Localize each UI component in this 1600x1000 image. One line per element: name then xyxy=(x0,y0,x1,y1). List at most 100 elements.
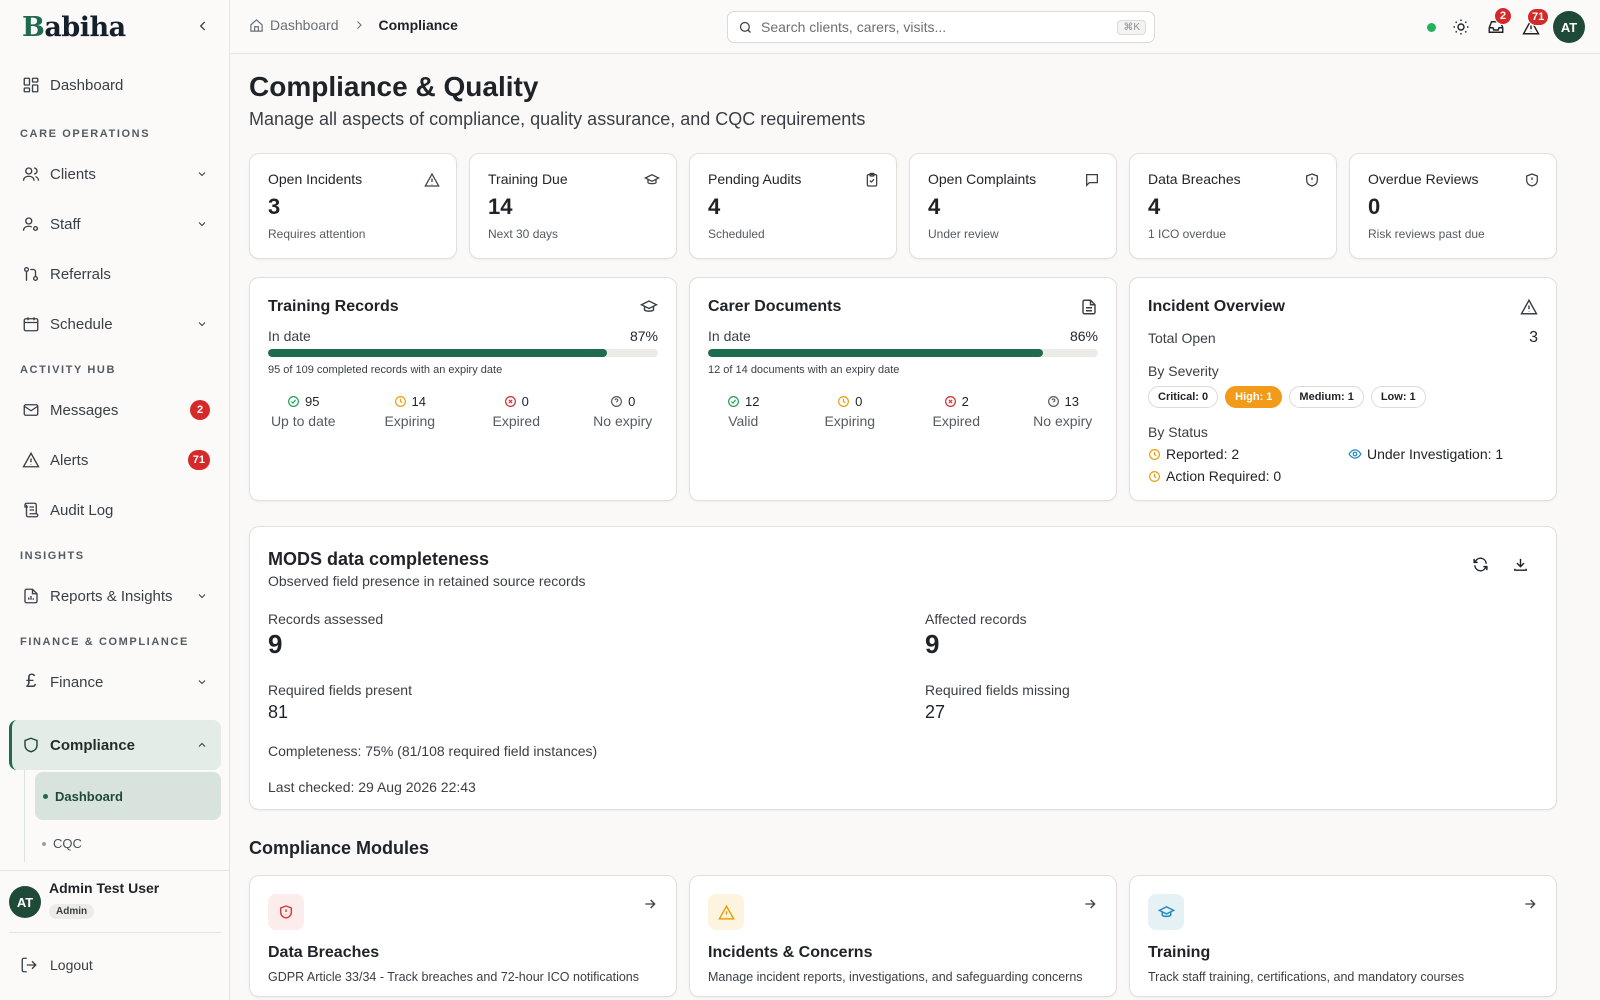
severity-chip-high[interactable]: High: 1 xyxy=(1225,386,1283,408)
module-card-incidents[interactable]: Incidents & Concerns Manage incident rep… xyxy=(689,875,1117,997)
home-icon xyxy=(249,18,264,33)
section-label-activity: ACTIVITY HUB xyxy=(20,364,117,376)
file-text-icon xyxy=(1080,298,1098,316)
warning-icon xyxy=(1520,298,1538,316)
sidebar-item-reports[interactable]: Reports & Insights xyxy=(20,578,216,614)
brand-logo[interactable]: Babiha xyxy=(22,12,126,43)
module-card-data-breaches[interactable]: Data Breaches GDPR Article 33/34 - Track… xyxy=(249,875,677,997)
sidebar-item-label: Compliance xyxy=(50,736,136,754)
stat-card-open-complaints[interactable]: Open Complaints 4 Under review xyxy=(909,153,1117,259)
check-circle-icon xyxy=(727,395,740,408)
user-name: Admin Test User xyxy=(49,880,160,896)
sidebar-item-finance[interactable]: £ Finance xyxy=(20,664,216,700)
sidebar-item-dashboard[interactable]: Dashboard xyxy=(20,67,216,103)
top-header: Dashboard Compliance Search clients, car… xyxy=(231,0,1600,54)
module-icon-box xyxy=(268,894,304,930)
messages-button[interactable] xyxy=(1485,16,1507,38)
records-assessed-value: 9 xyxy=(268,629,283,659)
sidebar-item-referrals[interactable]: Referrals xyxy=(20,256,216,292)
arrow-right-icon xyxy=(1082,896,1098,912)
global-search[interactable]: Search clients, carers, visits... ⌘K xyxy=(727,11,1155,43)
alerts-button[interactable] xyxy=(1520,16,1542,38)
severity-chip-critical[interactable]: Critical: 0 xyxy=(1148,386,1219,408)
sidebar-item-staff[interactable]: Staff xyxy=(20,206,216,242)
card-subtitle: Observed field presence in retained sour… xyxy=(268,573,586,589)
severity-chip-low[interactable]: Low: 1 xyxy=(1370,386,1426,408)
stat-count: 2 xyxy=(961,393,969,409)
module-title: Data Breaches xyxy=(268,944,380,961)
fields-present-label: Required fields present xyxy=(268,682,412,698)
total-open-label: Total Open xyxy=(1148,330,1216,346)
scroll-text-icon xyxy=(20,499,42,521)
sidebar-item-audit-log[interactable]: Audit Log xyxy=(20,492,216,528)
user-avatar[interactable]: AT xyxy=(9,886,41,918)
stat-title: Training Due xyxy=(488,171,568,187)
stat-label: Up to date xyxy=(270,413,336,429)
messages-count-badge: 2 xyxy=(190,400,210,420)
sidebar-item-compliance[interactable]: Compliance xyxy=(20,727,216,763)
sidebar-item-alerts[interactable]: Alerts 71 xyxy=(20,442,216,478)
stat-value: 0 xyxy=(1368,194,1381,219)
x-circle-icon xyxy=(944,395,957,408)
stat-value: 4 xyxy=(1148,194,1161,219)
breadcrumb-current: Compliance xyxy=(378,17,458,33)
progress-bar-fill xyxy=(268,349,608,357)
arrow-right-icon xyxy=(1522,896,1538,912)
sidebar-item-messages[interactable]: Messages 2 xyxy=(20,392,216,428)
severity-chip-medium[interactable]: Medium: 1 xyxy=(1289,386,1364,408)
stat-card-training-due[interactable]: Training Due 14 Next 30 days xyxy=(469,153,677,259)
users-icon xyxy=(20,163,42,185)
stat-card-overdue-reviews[interactable]: Overdue Reviews 0 Risk reviews past due xyxy=(1349,153,1557,259)
status-breakdown: 12 Valid 0 Expiring 2 Expired 13 No expi… xyxy=(690,392,1116,429)
theme-toggle-button[interactable] xyxy=(1450,16,1472,38)
divider xyxy=(0,870,230,871)
stat-no-expiry: 13 No expiry xyxy=(1010,392,1117,430)
refresh-button[interactable] xyxy=(1469,553,1491,575)
page-subtitle: Manage all aspects of compliance, qualit… xyxy=(249,109,866,129)
stat-card-data-breaches[interactable]: Data Breaches 4 1 ICO overdue xyxy=(1129,153,1337,259)
alerts-count-badge: 71 xyxy=(187,450,210,470)
module-description: GDPR Article 33/34 - Track breaches and … xyxy=(268,970,640,984)
sidebar-item-schedule[interactable]: Schedule xyxy=(20,306,216,342)
sun-icon xyxy=(1453,19,1469,35)
collapse-sidebar-button[interactable] xyxy=(193,16,213,36)
module-card-training[interactable]: Training Track staff training, certifica… xyxy=(1129,875,1557,997)
card-title: Incident Overview xyxy=(1148,298,1285,315)
records-assessed-label: Records assessed xyxy=(268,611,384,627)
header-user-avatar[interactable]: AT xyxy=(1553,11,1585,43)
stat-note: Under review xyxy=(928,227,999,241)
sidebar-subitem-label: CQC xyxy=(53,836,82,851)
logout-button[interactable]: Logout xyxy=(20,956,93,974)
by-severity-label: By Severity xyxy=(1148,363,1219,379)
check-circle-icon xyxy=(287,395,300,408)
module-icon-box xyxy=(1148,894,1184,930)
stat-up-to-date: 95 Up to date xyxy=(250,392,357,430)
chevron-left-icon xyxy=(199,21,206,31)
sidebar-item-label: Referrals xyxy=(50,265,111,283)
sidebar-subitem-label: Dashboard xyxy=(55,788,123,804)
breadcrumb-home-link[interactable]: Dashboard xyxy=(270,17,339,33)
sidebar-subitem-cqc[interactable]: CQC xyxy=(42,836,82,851)
bullet-icon xyxy=(42,841,46,846)
shield-icon xyxy=(279,905,293,919)
sidebar-item-clients[interactable]: Clients xyxy=(20,156,216,192)
stat-value: 4 xyxy=(928,194,941,219)
sidebar-subitem-dashboard[interactable]: Dashboard xyxy=(35,772,221,820)
download-button[interactable] xyxy=(1509,553,1531,575)
search-input[interactable]: Search clients, carers, visits... xyxy=(761,19,947,35)
stat-card-pending-audits[interactable]: Pending Audits 4 Scheduled xyxy=(689,153,897,259)
stat-label: No expiry xyxy=(593,413,653,429)
stat-card-open-incidents[interactable]: Open Incidents 3 Requires attention xyxy=(249,153,457,259)
chevron-down-icon xyxy=(194,216,210,232)
affected-records-label: Affected records xyxy=(925,611,1027,627)
stat-label: Expiring xyxy=(824,413,876,429)
download-icon xyxy=(1513,558,1527,571)
alerts-badge: 71 xyxy=(1527,8,1550,26)
message-icon xyxy=(1084,172,1100,188)
graduation-cap-icon xyxy=(640,298,658,316)
stat-note: 1 ICO overdue xyxy=(1148,227,1227,241)
git-pull-request-icon xyxy=(20,263,42,285)
stat-label: Expiring xyxy=(384,413,436,429)
chevron-down-icon xyxy=(194,674,210,690)
calendar-icon xyxy=(20,313,42,335)
